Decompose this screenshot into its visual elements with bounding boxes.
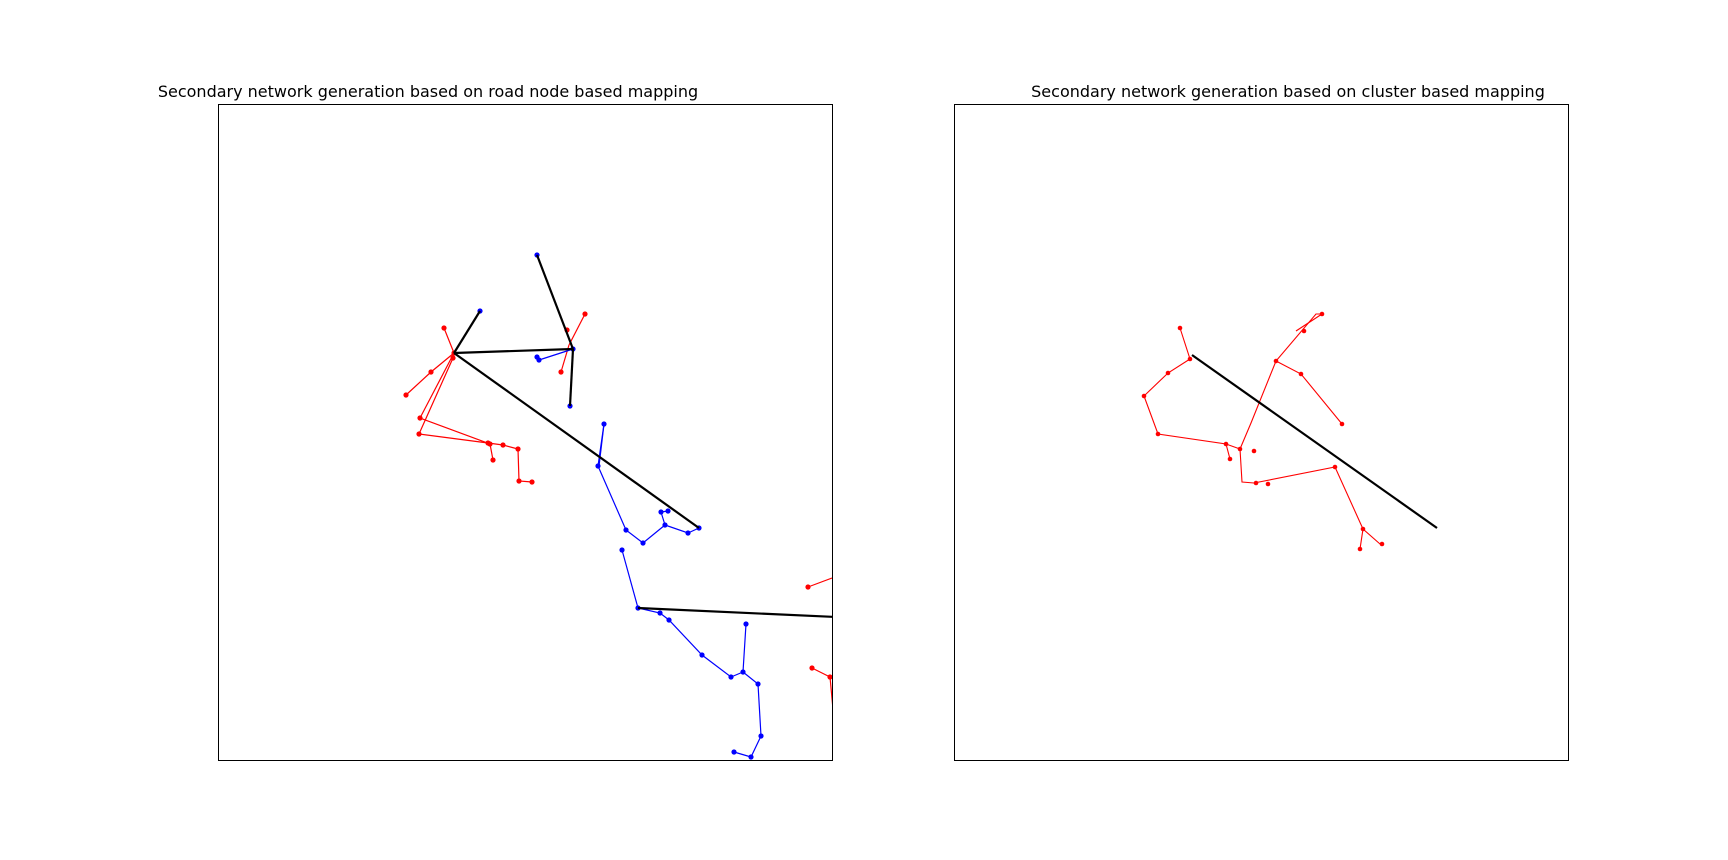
secondary-network-red — [1144, 313, 1383, 549]
plot-frame — [219, 105, 833, 761]
plot-frame — [955, 105, 1569, 761]
network-plot-road-node — [0, 0, 864, 860]
secondary-network-red-nodes — [403, 311, 832, 679]
secondary-network-red-nodes — [1142, 312, 1385, 552]
primary-network — [454, 255, 836, 617]
primary-network — [1192, 355, 1437, 528]
secondary-network-blue — [539, 349, 761, 757]
secondary-network-blue-nodes — [477, 252, 763, 759]
network-plot-cluster — [864, 0, 1728, 860]
